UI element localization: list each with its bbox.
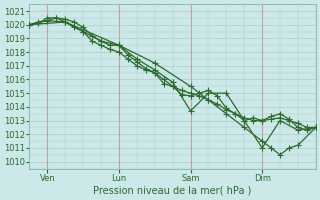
X-axis label: Pression niveau de la mer( hPa ): Pression niveau de la mer( hPa )	[93, 186, 252, 196]
